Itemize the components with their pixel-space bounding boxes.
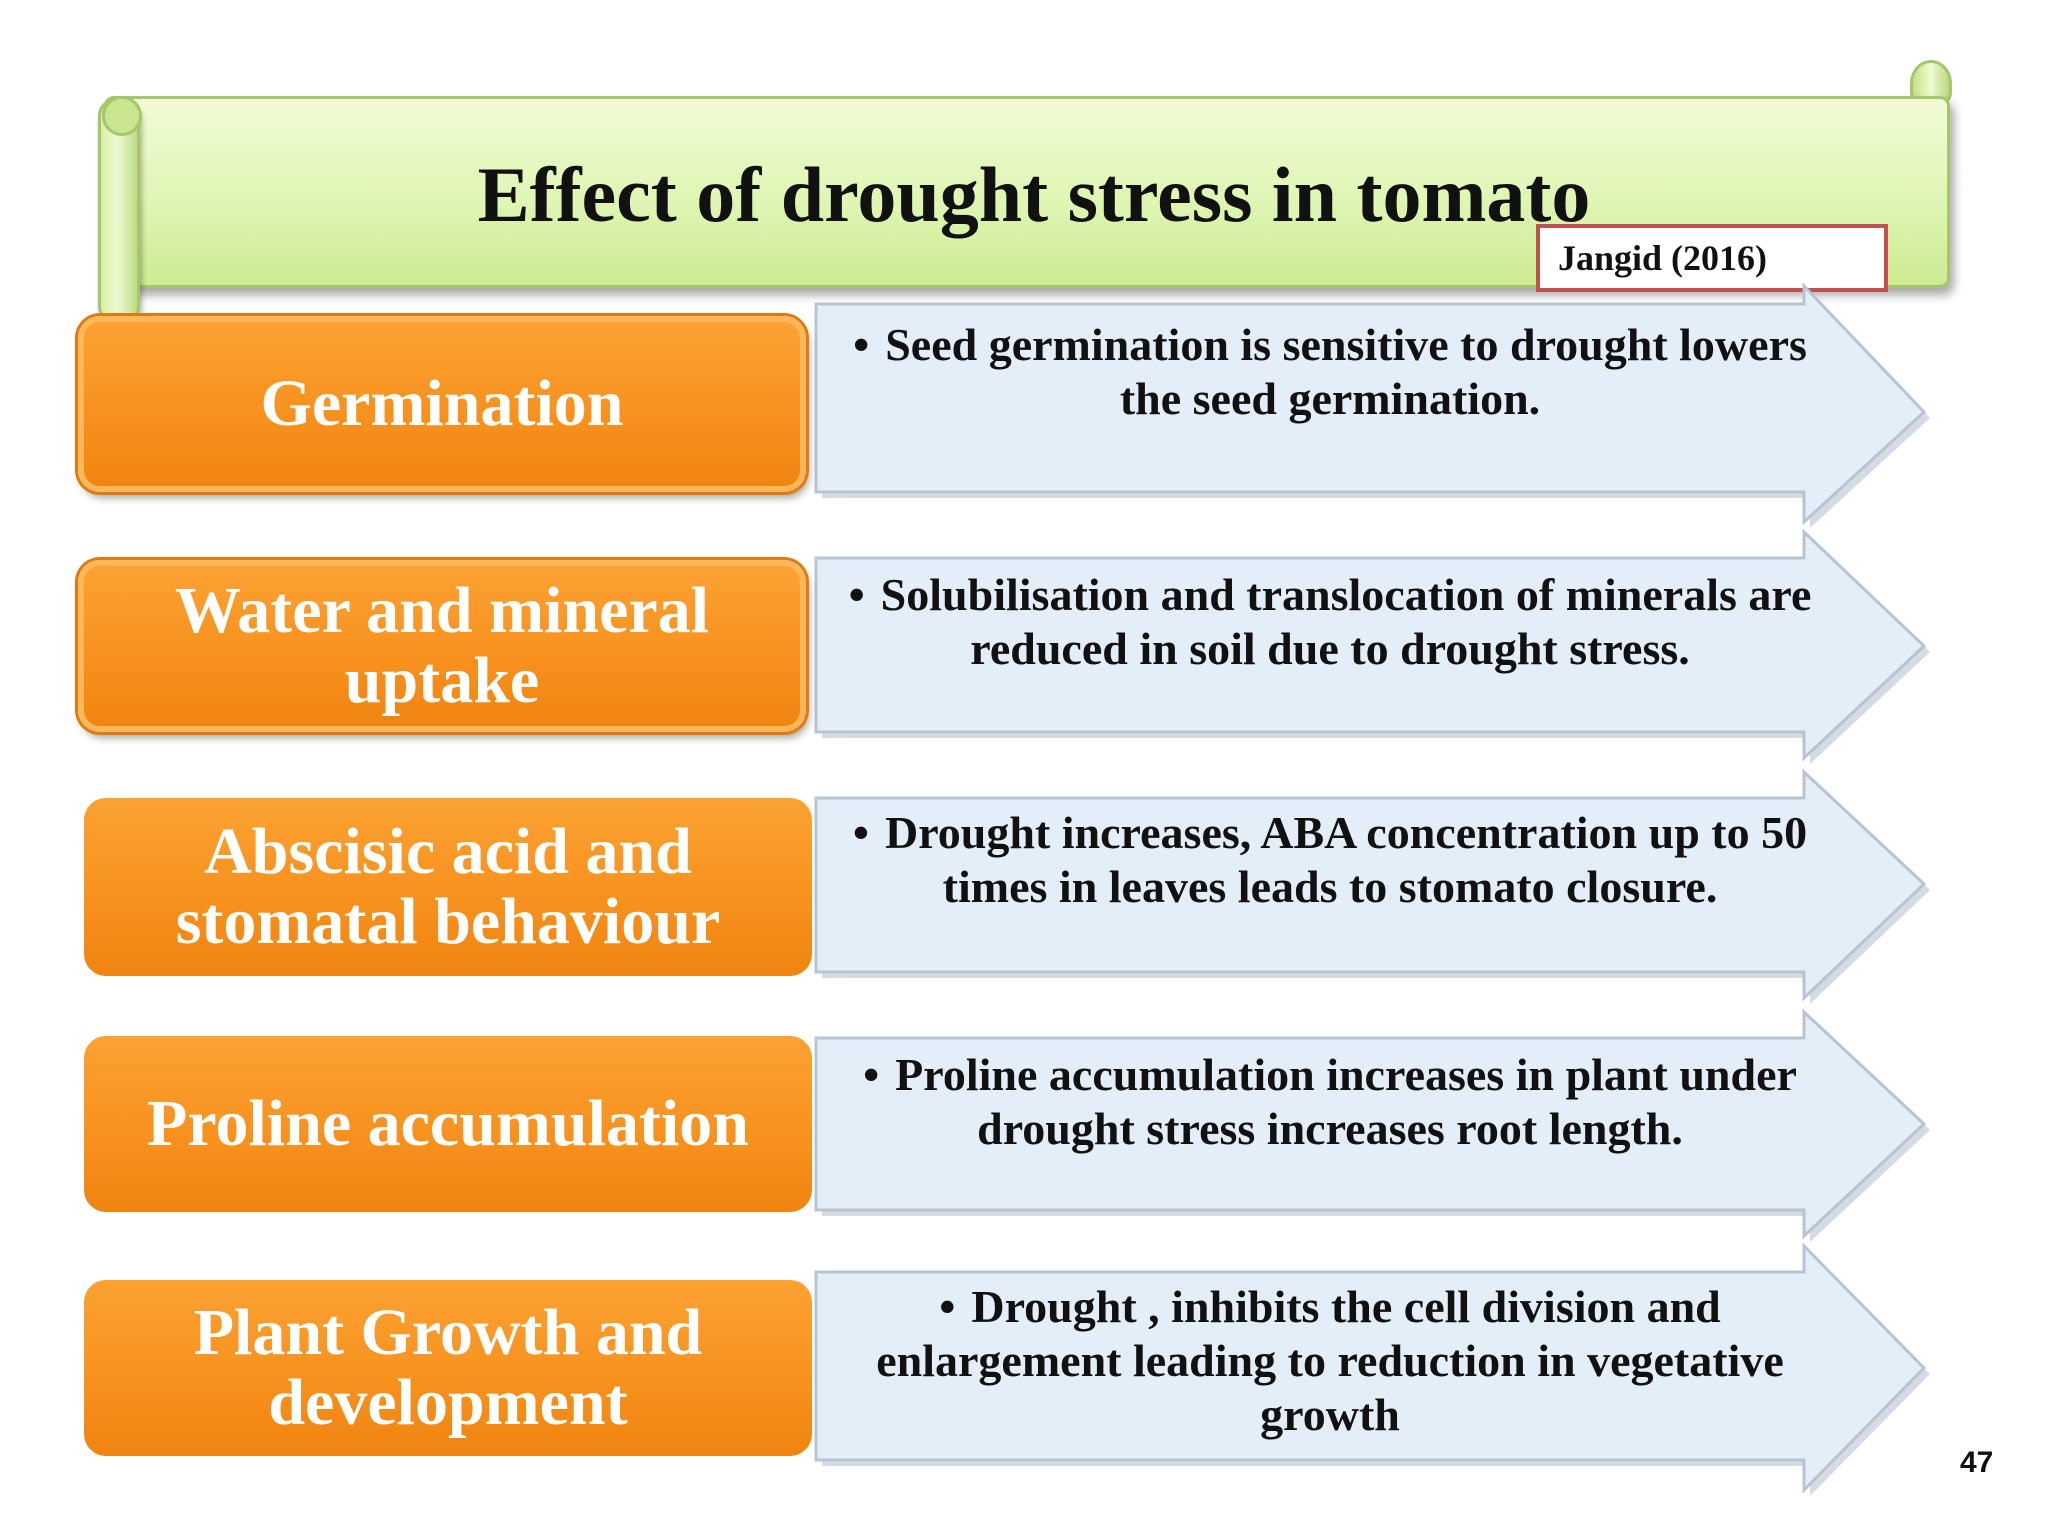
scroll-curl-left-knob	[102, 96, 142, 136]
bullet: •	[863, 1049, 880, 1100]
arrow-shape	[808, 1242, 1930, 1498]
description-text: Drought increases, ABA concentration up …	[884, 807, 1808, 912]
row-description: • Solubilisation and translocation of min…	[820, 568, 1840, 676]
bullet: •	[852, 807, 869, 858]
label-text: Abscisic acid and stomatal behaviour	[175, 815, 721, 958]
bullet: •	[939, 1281, 956, 1332]
slide-title: Effect of drought stress in tomato	[477, 151, 1591, 238]
label-text: Water and mineral uptake	[174, 574, 710, 717]
label-box: Germination	[78, 316, 806, 492]
description-text: Solubilisation and translocation of mine…	[880, 569, 1812, 674]
bullet: •	[853, 319, 870, 370]
row-description: • Seed germination is sensitive to drough…	[820, 318, 1840, 426]
label-text: Proline accumulation	[147, 1087, 749, 1160]
arrow-shape	[808, 1008, 1930, 1246]
row-description: • Drought increases, ABA concentration up…	[820, 806, 1840, 914]
label-box: Proline accumulation	[84, 1036, 812, 1212]
label-text: Plant Growth and development	[193, 1296, 703, 1439]
arrow-shape	[808, 528, 1930, 768]
arrow-shape	[808, 282, 1930, 528]
citation-box: Jangid (2016)	[1536, 224, 1888, 292]
label-text: Germination	[260, 367, 624, 440]
bullet: •	[848, 569, 865, 620]
row-description: • Proline accumulation increases in plant…	[820, 1048, 1840, 1156]
arrow-shape	[808, 768, 1930, 1008]
description-text: Proline accumulation increases in plant …	[895, 1049, 1797, 1154]
page-number: 47	[1960, 1446, 1994, 1479]
label-box: Plant Growth and development	[84, 1280, 812, 1456]
label-box: Water and mineral uptake	[78, 560, 806, 732]
row-description: • Drought , inhibits the cell division an…	[820, 1280, 1840, 1442]
description-text: Seed germination is sensitive to drought…	[885, 319, 1807, 424]
label-box: Abscisic acid and stomatal behaviour	[84, 798, 812, 976]
description-text: Drought , inhibits the cell division and…	[876, 1281, 1784, 1440]
